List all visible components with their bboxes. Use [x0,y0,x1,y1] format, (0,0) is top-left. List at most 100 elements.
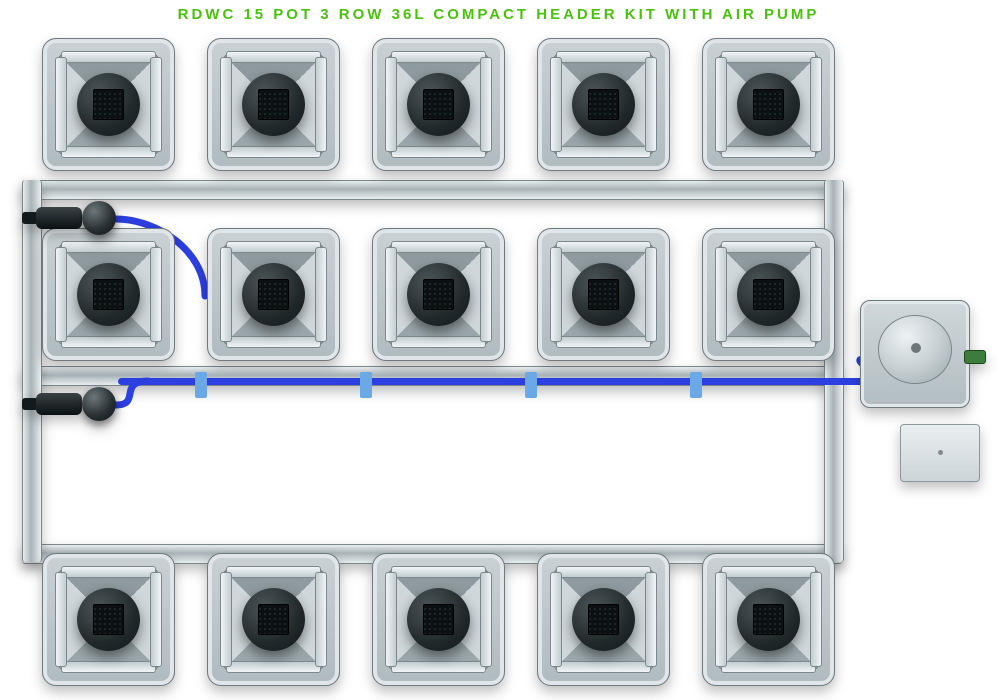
blue-joint [195,372,207,398]
pot-clip-bottom [721,661,817,673]
pot-r1-c2 [207,38,340,171]
pipe-row1 [22,180,842,200]
pot-clip-top [226,566,322,578]
pot-clip-right [315,572,327,668]
pot-r3-c4 [537,553,670,686]
net-pot-grid-icon [423,604,455,636]
pot-clip-top [721,51,817,63]
pot-r2-c3 [372,228,505,361]
pot-clip-right [150,572,162,668]
pot-clip-left [220,57,232,153]
pot-clip-top [556,241,652,253]
pot-clip-top [391,241,487,253]
diagram-stage: RDWC 15 POT 3 ROW 36L COMPACT HEADER KIT… [0,0,997,700]
pot-clip-left [550,572,562,668]
pot-clip-top [391,51,487,63]
pot-clip-top [556,51,652,63]
pot-clip-right [480,572,492,668]
header-controller [860,300,970,408]
pot-clip-left [385,572,397,668]
pot-clip-right [810,247,822,343]
net-pot-grid-icon [753,604,785,636]
pot-r2-c2 [207,228,340,361]
pot-clip-left [55,57,67,153]
blue-joint [360,372,372,398]
air-pump [900,424,980,482]
pot-clip-right [645,57,657,153]
pot-clip-left [715,247,727,343]
net-pot-grid-icon [93,279,125,311]
pot-clip-top [226,241,322,253]
net-pot-grid-icon [588,89,620,121]
diagram-title: RDWC 15 POT 3 ROW 36L COMPACT HEADER KIT… [0,6,997,23]
pot-clip-left [55,572,67,668]
blue-joint [525,372,537,398]
pot-clip-bottom [556,661,652,673]
pot-clip-top [721,241,817,253]
pot-clip-left [220,572,232,668]
pot-clip-bottom [556,146,652,158]
pot-clip-bottom [61,661,157,673]
air-pump-indicator-icon [938,450,943,455]
net-pot-grid-icon [93,604,125,636]
pot-clip-right [810,57,822,153]
pot-clip-bottom [721,146,817,158]
pot-clip-right [645,247,657,343]
pot-r2-c5 [702,228,835,361]
pump-body [36,207,82,229]
pot-clip-bottom [61,336,157,348]
net-pot-grid-icon [588,279,620,311]
pot-clip-bottom [721,336,817,348]
pipe-left-riser [22,180,42,562]
header-outlet-port-icon [964,350,986,364]
pot-clip-left [715,57,727,153]
pot-r1-c1 [42,38,175,171]
pot-clip-bottom [391,146,487,158]
pot-clip-right [645,572,657,668]
net-pot-grid-icon [258,89,290,121]
pot-clip-left [550,247,562,343]
pot-r1-c5 [702,38,835,171]
pot-clip-top [61,241,157,253]
net-pot-grid-icon [258,279,290,311]
recirculation-pump-2 [36,385,116,423]
pot-clip-top [721,566,817,578]
net-pot-grid-icon [258,604,290,636]
pot-clip-left [385,57,397,153]
pot-clip-bottom [226,661,322,673]
pot-clip-top [556,566,652,578]
blue-tube-main [118,378,874,385]
pot-clip-bottom [61,146,157,158]
pump-motor-icon [82,387,116,421]
pot-clip-bottom [391,661,487,673]
pot-r1-c3 [372,38,505,171]
pot-r3-c5 [702,553,835,686]
net-pot-grid-icon [753,89,785,121]
pot-r3-c2 [207,553,340,686]
pot-clip-right [810,572,822,668]
header-knob-icon [911,343,921,353]
pot-clip-right [315,57,327,153]
pump-body [36,393,82,415]
recirculation-pump-1 [36,199,116,237]
pot-clip-top [61,51,157,63]
net-pot-grid-icon [423,279,455,311]
pot-clip-left [55,247,67,343]
net-pot-grid-icon [753,279,785,311]
pot-clip-top [226,51,322,63]
pot-clip-left [550,57,562,153]
net-pot-grid-icon [588,604,620,636]
pot-clip-right [480,57,492,153]
pot-clip-bottom [556,336,652,348]
pot-clip-top [391,566,487,578]
pot-clip-left [715,572,727,668]
pot-r3-c3 [372,553,505,686]
pot-r3-c1 [42,553,175,686]
net-pot-grid-icon [423,89,455,121]
blue-tube-to-header [0,0,1,1]
pot-clip-bottom [391,336,487,348]
net-pot-grid-icon [93,89,125,121]
pot-clip-right [150,57,162,153]
pot-clip-right [315,247,327,343]
blue-joint [690,372,702,398]
